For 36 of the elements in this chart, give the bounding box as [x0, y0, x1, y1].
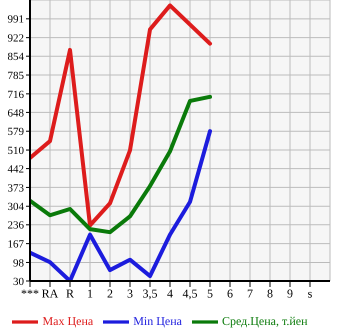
- x-tick-label: 9: [287, 286, 293, 301]
- y-tick-label: 785: [8, 70, 24, 82]
- x-tick-label: 3,5: [142, 286, 158, 301]
- y-tick-label: 30: [13, 276, 24, 288]
- y-tick-label: 579: [8, 126, 24, 138]
- x-tick-label: 6: [227, 286, 233, 301]
- y-tick-label: 648: [8, 107, 24, 120]
- x-tick-label: 7: [247, 286, 253, 301]
- x-tick-label: 5: [207, 286, 213, 301]
- y-tick-label: 716: [8, 88, 24, 101]
- y-tick-label: 236: [8, 220, 24, 232]
- y-tick-label: 98: [13, 257, 24, 270]
- x-tick-label: ***: [21, 286, 39, 301]
- x-tick-label: R: [66, 286, 74, 301]
- y-tick-label: 304: [8, 201, 24, 214]
- y-tick-label: 167: [8, 238, 24, 251]
- y-tick-label: 922: [8, 32, 24, 45]
- line-series: [30, 94, 212, 234]
- line-series: [30, 3, 212, 228]
- x-tick-label: 4: [167, 286, 173, 301]
- x-tick-label: 4,5: [182, 286, 198, 301]
- legend-label: Min Цена: [133, 314, 182, 328]
- x-tick-label: 1: [87, 286, 93, 301]
- x-tick-label: 2: [107, 286, 113, 301]
- y-tick-label: 854: [8, 51, 24, 64]
- x-tick-label: 3: [127, 286, 133, 301]
- legend-label: Сред.Цена, т.йен: [222, 314, 308, 328]
- x-tick-label: RA: [42, 286, 59, 301]
- x-tick-label: s: [308, 286, 313, 301]
- y-tick-label: 510: [8, 144, 24, 157]
- y-tick-label: 442: [8, 164, 24, 176]
- legend-label: Max Цена: [42, 314, 94, 328]
- y-tick-label: 373: [8, 182, 24, 194]
- y-tick-label: 991: [8, 14, 24, 26]
- x-tick-label: 8: [267, 286, 273, 301]
- line-series: [30, 129, 212, 281]
